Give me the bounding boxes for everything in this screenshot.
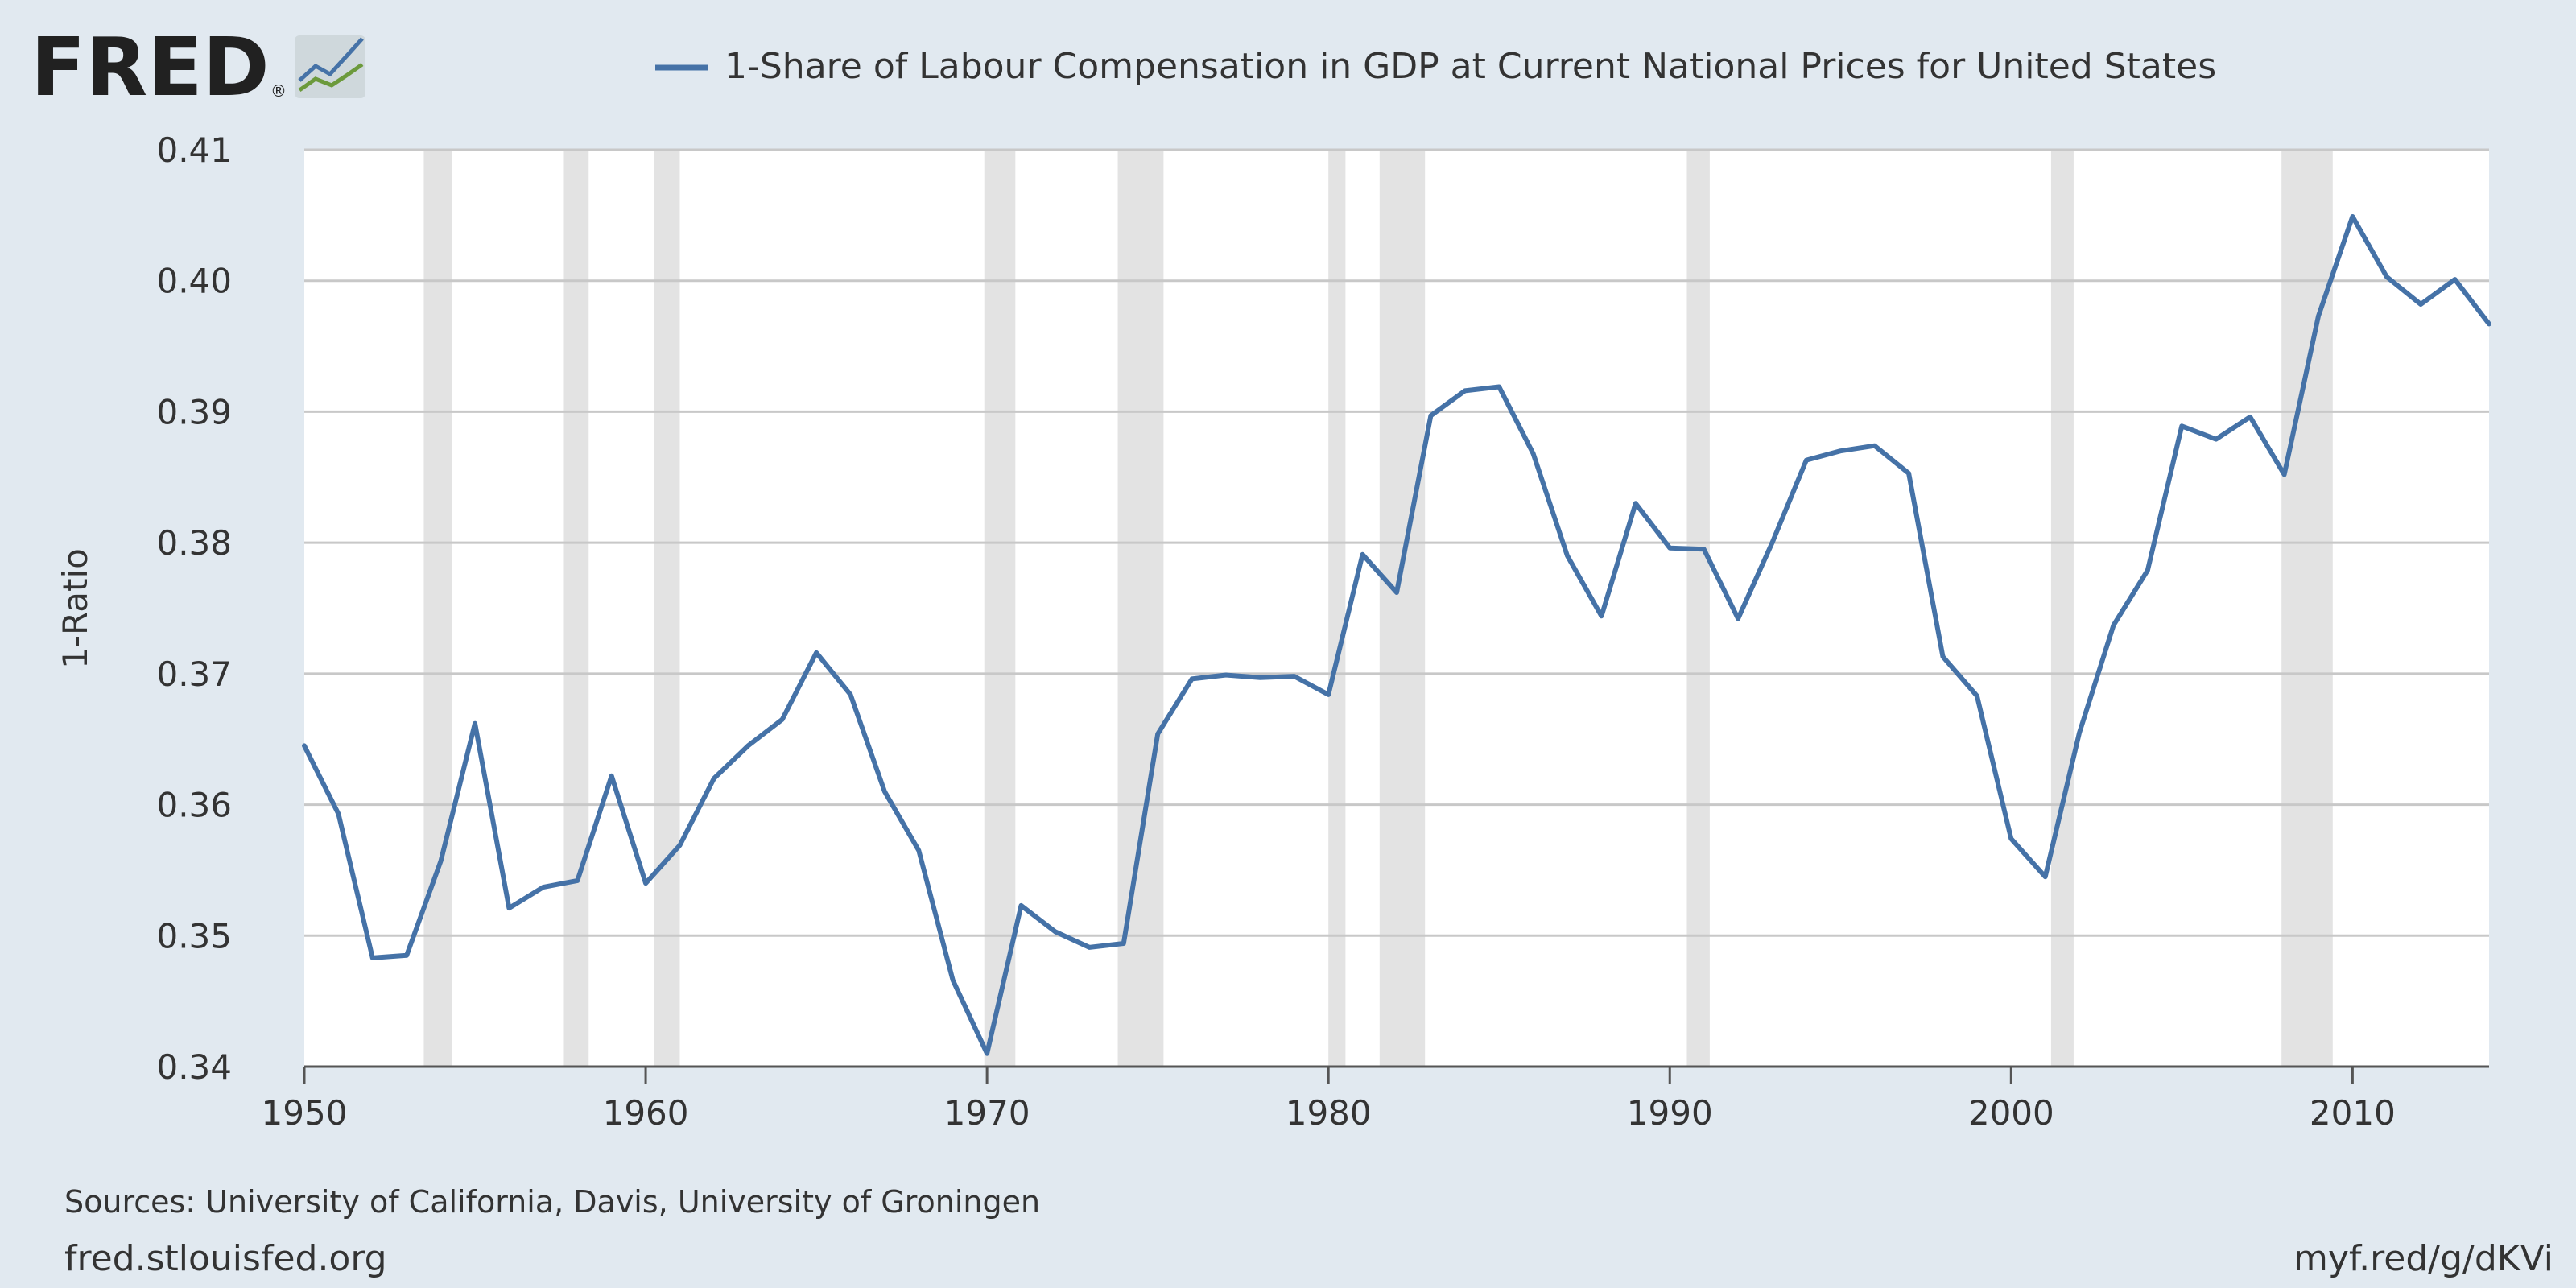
recession-band-1 (563, 150, 589, 1067)
y-tick-label: 0.40 (156, 262, 232, 301)
short-link[interactable]: myf.red/g/dKVi (2293, 1238, 2553, 1279)
x-tick-labels: 1950 1960 1970 1980 1990 2000 2010 (262, 1067, 2396, 1133)
recession-band-2 (654, 150, 680, 1067)
y-tick-label: 0.38 (156, 523, 232, 563)
y-axis-title: 1-Ratio (56, 548, 95, 669)
site-link[interactable]: fred.stlouisfed.org (64, 1238, 387, 1279)
x-tick-label: 1970 (944, 1093, 1030, 1133)
x-tick-label: 1960 (603, 1093, 689, 1133)
series-layer (302, 214, 2491, 1056)
y-tick-labels: 0.34 0.35 0.36 0.37 0.38 0.39 0.40 0.41 (156, 130, 232, 1087)
recession-band-0 (423, 150, 452, 1067)
y-tick-label: 0.37 (156, 654, 232, 694)
fred-logo-graph-icon (295, 35, 365, 98)
recession-band-5 (1328, 150, 1346, 1067)
recession-band-8 (2050, 150, 2074, 1067)
fred-logo-text: FRED (31, 20, 270, 114)
recession-band-3 (984, 150, 1016, 1067)
y-tick-label: 0.39 (156, 392, 232, 431)
y-tick-label: 0.35 (156, 916, 232, 956)
legend: 1-Share of Labour Compensation in GDP at… (655, 46, 2216, 87)
legend-label: 1-Share of Labour Compensation in GDP at… (724, 46, 2216, 87)
registered-mark: ® (270, 81, 287, 101)
x-tick-label: 1990 (1627, 1093, 1713, 1133)
x-tick-label: 2000 (1968, 1093, 2054, 1133)
series-line-0 (302, 214, 2491, 1056)
y-tick-label: 0.34 (156, 1047, 232, 1087)
recession-band-4 (1117, 150, 1164, 1067)
x-tick-label: 1950 (262, 1093, 348, 1133)
y-tick-label: 0.36 (156, 786, 232, 825)
recession-band-7 (1686, 150, 1710, 1067)
x-tick-label: 2010 (2310, 1093, 2396, 1133)
y-tick-label: 0.41 (156, 130, 232, 170)
fred-logo[interactable]: FRED ® (31, 20, 365, 114)
recession-band-6 (1379, 150, 1426, 1067)
recession-band-9 (2281, 150, 2333, 1067)
sources-text: Sources: University of California, Davis… (64, 1184, 1040, 1220)
recession-bands (423, 150, 2333, 1067)
gridlines (304, 148, 2489, 937)
x-tick-label: 1980 (1286, 1093, 1372, 1133)
